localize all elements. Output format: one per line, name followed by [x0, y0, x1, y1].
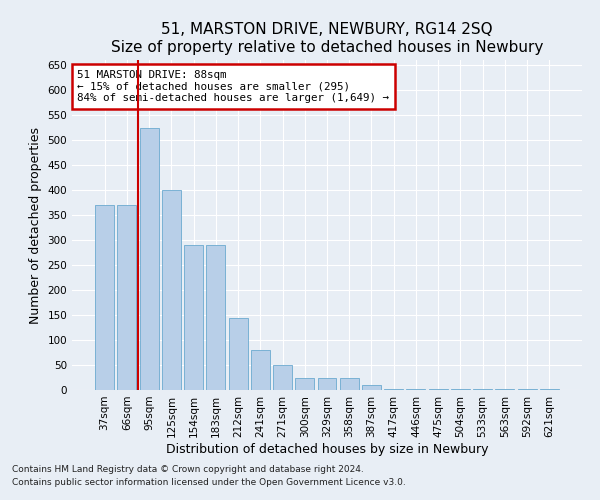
- Bar: [162, 190, 181, 390]
- Bar: [406, 388, 425, 390]
- Text: Contains HM Land Registry data © Crown copyright and database right 2024.: Contains HM Land Registry data © Crown c…: [12, 466, 364, 474]
- Title: 51, MARSTON DRIVE, NEWBURY, RG14 2SQ
Size of property relative to detached house: 51, MARSTON DRIVE, NEWBURY, RG14 2SQ Siz…: [111, 22, 543, 54]
- Bar: [362, 385, 381, 390]
- Y-axis label: Number of detached properties: Number of detached properties: [29, 126, 42, 324]
- Bar: [473, 388, 492, 390]
- Bar: [251, 350, 270, 390]
- Bar: [118, 205, 136, 390]
- Bar: [540, 388, 559, 390]
- Bar: [184, 245, 203, 390]
- X-axis label: Distribution of detached houses by size in Newbury: Distribution of detached houses by size …: [166, 442, 488, 456]
- Bar: [340, 378, 359, 390]
- Bar: [273, 365, 292, 390]
- Text: 51 MARSTON DRIVE: 88sqm
← 15% of detached houses are smaller (295)
84% of semi-d: 51 MARSTON DRIVE: 88sqm ← 15% of detache…: [77, 70, 389, 103]
- Bar: [429, 388, 448, 390]
- Bar: [95, 205, 114, 390]
- Bar: [317, 378, 337, 390]
- Bar: [229, 318, 248, 390]
- Bar: [384, 388, 403, 390]
- Text: Contains public sector information licensed under the Open Government Licence v3: Contains public sector information licen…: [12, 478, 406, 487]
- Bar: [518, 388, 536, 390]
- Bar: [496, 388, 514, 390]
- Bar: [451, 388, 470, 390]
- Bar: [206, 245, 225, 390]
- Bar: [140, 128, 158, 390]
- Bar: [295, 378, 314, 390]
